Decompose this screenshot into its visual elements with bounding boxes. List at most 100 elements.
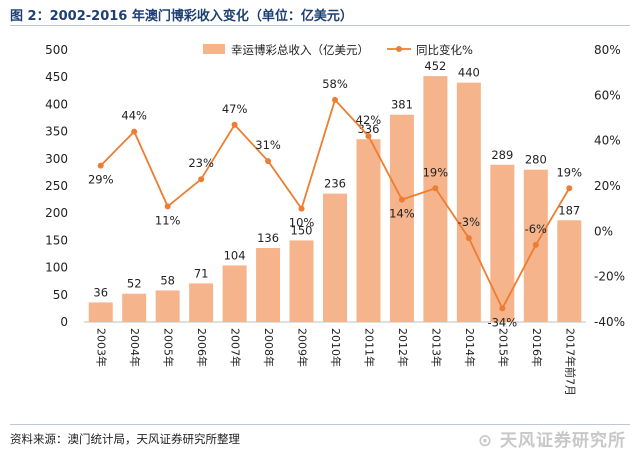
chart-title: 图 2：2002-2016 年澳门博彩收入变化（单位：亿美元） (10, 9, 353, 24)
bar (356, 139, 381, 322)
title-divider (10, 25, 630, 26)
y-left-tick-label: 0 (60, 315, 68, 329)
x-tick-label: 2006年 (195, 328, 209, 367)
line-value-label: -6% (525, 222, 547, 236)
y-left-tick-label: 50 (53, 288, 68, 302)
source-note: 资料来源：澳门统计局，天风证券研究所整理 (10, 432, 240, 446)
bar (389, 114, 414, 323)
y-right-tick-label: 40% (594, 134, 621, 148)
y-right-tick-label: 0% (594, 224, 613, 238)
x-tick-label: 2011年 (362, 328, 376, 367)
y-right-tick-label: 80% (594, 43, 621, 57)
bar-value-label: 150 (291, 223, 313, 237)
line-point (398, 196, 405, 203)
bar-value-label: 289 (491, 148, 513, 162)
bar-value-label: 187 (558, 203, 580, 217)
line-value-label: 14% (389, 207, 415, 221)
x-tick-label: 2008年 (262, 328, 276, 367)
chart: 0 50 100 150 200 250 300 350 400 450 500 -40% -20% 0%… (45, 43, 625, 396)
line-value-label: 29% (88, 173, 114, 187)
line-value-label: 42% (356, 113, 382, 127)
x-tick-label: 2014年 (463, 328, 477, 367)
line-value-label: 19% (423, 165, 449, 179)
bar-value-label: 136 (257, 231, 279, 245)
line-value-label: -3% (458, 215, 480, 229)
line-point (432, 185, 439, 192)
bar (456, 82, 481, 322)
x-tick-label: 2012年 (396, 328, 410, 367)
x-tick-label: 2010年 (329, 328, 343, 367)
bar-value-label: 36 (93, 285, 108, 299)
y-right-tick-label: -20% (594, 270, 625, 284)
bar (423, 76, 448, 322)
line-point (265, 158, 272, 165)
line-point (298, 205, 305, 212)
y-left-tick-label: 150 (45, 233, 68, 247)
line-point (499, 305, 506, 312)
x-tick-label: 2009年 (296, 328, 310, 367)
bar-value-label: 280 (525, 153, 547, 167)
line-value-label: 10% (289, 216, 315, 230)
legend-swatch-bar (203, 44, 225, 54)
y-left-tick-label: 500 (45, 43, 68, 57)
bar-value-label: 381 (391, 98, 413, 112)
line-point (465, 235, 472, 242)
line-point (131, 128, 138, 135)
line-point (532, 241, 539, 248)
bar (256, 248, 281, 322)
bar-value-label: 52 (127, 277, 142, 291)
y-right-tick-label: -40% (594, 315, 625, 329)
y-left-tick-label: 450 (45, 70, 68, 84)
bar (323, 193, 347, 322)
line-point (566, 185, 573, 192)
x-tick-label: 2005年 (162, 328, 176, 367)
x-tick-label: 2016年 (530, 328, 544, 367)
bar-value-label: 58 (160, 273, 175, 287)
bar-value-label: 452 (424, 59, 446, 73)
bar-value-label: 104 (224, 248, 246, 262)
line-value-label: 31% (255, 138, 281, 152)
line-point (198, 176, 205, 183)
x-tick-label: 2017年前7月 (563, 328, 577, 396)
line-value-label: 58% (322, 77, 348, 91)
bar-value-label: 236 (324, 177, 346, 191)
brand-name: 天风证券研究所 (500, 431, 626, 451)
y-left-tick-label: 300 (45, 152, 68, 166)
x-tick-label: 2007年 (229, 328, 243, 367)
line-value-label: 23% (188, 156, 214, 170)
line-value-label: 19% (556, 165, 582, 179)
y-right-tick-label: 20% (594, 179, 621, 193)
brand-watermark: ⊙ 天风证券研究所 (478, 426, 626, 451)
bar (557, 220, 582, 322)
y-left-tick-label: 100 (45, 261, 68, 275)
x-tick-label: 2013年 (429, 328, 443, 367)
bar (289, 240, 314, 322)
bar (222, 265, 247, 322)
y-right-tick-label: 60% (594, 88, 621, 102)
bar (490, 164, 515, 322)
line-point (231, 121, 238, 128)
bar (155, 290, 180, 322)
line-point (332, 96, 338, 103)
y-left-tick-label: 350 (45, 125, 68, 139)
legend-swatch-marker (396, 46, 402, 52)
legend-label-bar: 幸运博彩总收入（亿美元） (231, 43, 369, 57)
line-value-label: 47% (222, 102, 248, 116)
x-tick-label: 2015年 (496, 328, 510, 367)
x-tick-label: 2004年 (128, 328, 142, 367)
line-value-label: -34% (487, 315, 517, 329)
line-value-label: 11% (155, 213, 181, 227)
bar-value-label: 440 (458, 66, 480, 80)
y-left-tick-label: 400 (45, 97, 68, 111)
brand-logo-icon: ⊙ (477, 431, 494, 451)
legend-label-line: 同比变化% (416, 43, 473, 57)
line-point (164, 203, 171, 210)
y-left-tick-label: 250 (45, 179, 68, 193)
bar-value-label: 71 (194, 266, 209, 280)
line-point (97, 162, 104, 169)
y-left-tick-label: 200 (45, 206, 68, 220)
bar (88, 302, 113, 322)
line-point (365, 133, 372, 140)
bar-value-label: 336 (357, 122, 379, 136)
line-value-label: 44% (121, 109, 147, 123)
